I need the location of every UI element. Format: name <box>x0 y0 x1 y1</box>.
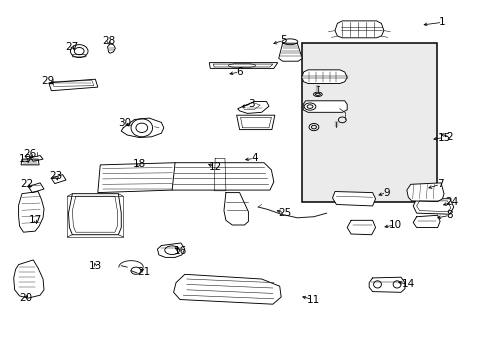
Polygon shape <box>332 192 375 206</box>
Polygon shape <box>21 159 39 165</box>
Text: 8: 8 <box>446 210 452 220</box>
Text: 6: 6 <box>236 67 243 77</box>
Polygon shape <box>278 43 302 61</box>
Polygon shape <box>303 101 346 112</box>
Text: 21: 21 <box>137 267 151 277</box>
Text: 5: 5 <box>280 35 286 45</box>
Text: 1: 1 <box>438 17 445 27</box>
Text: 4: 4 <box>250 153 257 163</box>
Text: 12: 12 <box>208 162 222 172</box>
Text: 2: 2 <box>446 132 452 142</box>
Text: 23: 23 <box>49 171 63 181</box>
Polygon shape <box>173 274 281 304</box>
Text: 13: 13 <box>88 261 102 271</box>
Polygon shape <box>49 79 98 91</box>
Polygon shape <box>19 192 44 232</box>
Text: 3: 3 <box>248 99 255 109</box>
Polygon shape <box>334 21 383 38</box>
Text: 20: 20 <box>19 293 32 303</box>
Text: 26: 26 <box>23 149 37 159</box>
Text: 24: 24 <box>445 197 458 207</box>
Text: 22: 22 <box>20 179 34 189</box>
Text: 18: 18 <box>132 159 146 169</box>
Polygon shape <box>237 102 268 113</box>
Polygon shape <box>98 163 175 193</box>
Text: 11: 11 <box>305 294 319 305</box>
Text: 19: 19 <box>19 154 32 164</box>
Text: 29: 29 <box>41 76 55 86</box>
Text: 14: 14 <box>401 279 414 289</box>
Polygon shape <box>412 199 453 214</box>
Bar <box>302 43 436 202</box>
Text: 17: 17 <box>28 215 42 225</box>
Text: 9: 9 <box>382 188 389 198</box>
Polygon shape <box>209 63 277 68</box>
Polygon shape <box>406 183 443 202</box>
Polygon shape <box>14 260 44 298</box>
Text: 7: 7 <box>436 179 443 189</box>
Text: 15: 15 <box>436 132 450 143</box>
Text: 25: 25 <box>277 208 291 218</box>
Polygon shape <box>301 70 346 84</box>
Polygon shape <box>236 115 274 130</box>
Polygon shape <box>68 194 121 235</box>
Text: 10: 10 <box>388 220 401 230</box>
Text: 27: 27 <box>65 42 79 52</box>
Text: 30: 30 <box>118 118 131 128</box>
Text: 28: 28 <box>102 36 115 46</box>
Text: 16: 16 <box>174 246 187 256</box>
Polygon shape <box>167 163 273 190</box>
